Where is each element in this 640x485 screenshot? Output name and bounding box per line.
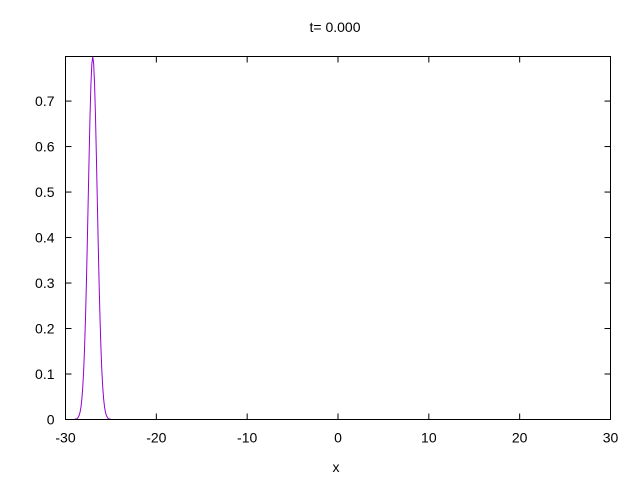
x-tick-label: -30 [55, 430, 75, 446]
y-tick-label: 0.3 [35, 275, 55, 291]
y-tick-label: 0.7 [35, 93, 55, 109]
y-tick-label: 0.2 [35, 321, 55, 337]
axis-ticks: -30 -20 -10 0 10 20 30 0 0.1 0.2 0.3 0.4 0.5 0.6 0.7 [35, 56, 619, 446]
x-tick-label: 20 [512, 430, 528, 446]
x-tick-label: -10 [237, 430, 257, 446]
series-line [65, 56, 611, 420]
y-tick-label: 0.6 [35, 139, 55, 155]
x-tick-label: 30 [603, 430, 619, 446]
y-tick-label: 0.4 [35, 230, 55, 246]
x-axis-label: x [333, 459, 340, 475]
chart-title: t= 0.000 [310, 19, 361, 35]
plot-border [65, 56, 611, 420]
x-tick-label: 10 [421, 430, 437, 446]
x-tick-label: 0 [334, 430, 342, 446]
y-tick-label: 0 [47, 412, 55, 428]
y-tick-label: 0.5 [35, 184, 55, 200]
x-tick-label: -20 [146, 430, 166, 446]
y-tick-label: 0.1 [35, 366, 55, 382]
series-group [65, 56, 611, 420]
